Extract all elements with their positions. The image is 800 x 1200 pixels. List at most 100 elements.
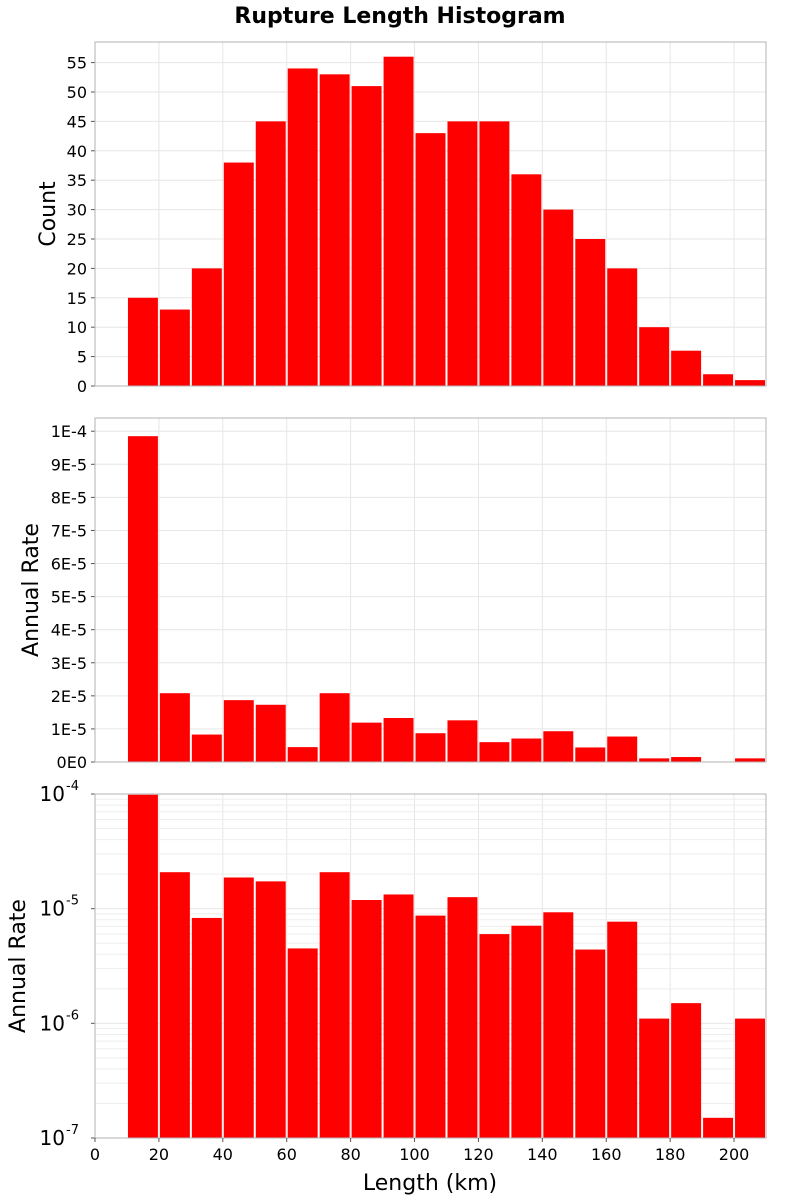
plot-frame: [94, 793, 767, 1139]
panel-2: 0E0 1E-5 2E-5 3E-5 4E-5 5E-5 6E-5 7E-5 8E-5 9E-5 1…: [19, 417, 767, 772]
x-tick-label: 140: [527, 1145, 558, 1164]
histogram-bar: [479, 934, 510, 1138]
x-tick-label: 40: [213, 1145, 233, 1164]
y-tick-label: 15: [67, 289, 87, 308]
histogram-bar: [447, 897, 478, 1138]
histogram-bar: [319, 693, 350, 762]
histogram-bar: [735, 758, 765, 762]
y-axis-label: Annual Rate: [6, 899, 31, 1033]
x-tick-label: 120: [463, 1145, 494, 1164]
histogram-bar: [543, 731, 574, 762]
y-tick-label: 0E0: [57, 753, 87, 772]
histogram-bar: [351, 900, 382, 1138]
histogram-bar: [543, 912, 574, 1138]
histogram-bar: [479, 121, 510, 386]
histogram-bar: [287, 948, 318, 1138]
histogram-bar: [415, 133, 446, 386]
y-tick-label: 9E-5: [51, 455, 87, 474]
histogram-bar: [575, 747, 606, 762]
histogram-bar: [511, 925, 542, 1138]
histogram-bar: [319, 74, 350, 386]
histogram-bar: [511, 738, 542, 762]
histogram-bar: [639, 758, 670, 762]
y-tick-label: 10: [40, 1011, 65, 1035]
y-tick-label: 5E-5: [51, 588, 87, 607]
y-tick-exponent: -4: [66, 779, 79, 794]
histogram-bar: [703, 374, 734, 386]
histogram-bar: [671, 757, 702, 762]
histogram-bar: [447, 720, 478, 762]
plot-frame: [94, 41, 767, 387]
x-tick-label: 20: [149, 1145, 169, 1164]
histogram-bar: [671, 350, 702, 386]
y-tick-label: 3E-5: [51, 654, 87, 673]
y-tick-exponent: -6: [66, 1008, 79, 1023]
y-tick-label: 35: [67, 171, 87, 190]
y-tick-label: 10: [40, 897, 65, 921]
x-tick-label: 200: [719, 1145, 750, 1164]
y-tick-label: 4E-5: [51, 621, 87, 640]
histogram-bar: [511, 174, 542, 386]
y-tick-label: 8E-5: [51, 488, 87, 507]
y-tick-exponent: -5: [66, 894, 79, 909]
y-tick-label: 0: [77, 377, 87, 396]
y-axis-label: Count: [36, 181, 61, 247]
panel-1: 0 5 10 15 20 25 30 35 40 45 50 55 Count: [36, 41, 767, 396]
histogram-bar: [255, 704, 286, 762]
y-tick-label: 6E-5: [51, 555, 87, 574]
histogram-bar: [415, 915, 446, 1138]
y-tick-label: 1E-4: [51, 422, 87, 441]
histogram-bar: [383, 56, 414, 386]
y-tick-label: 5: [77, 348, 87, 367]
histogram-bar: [703, 1117, 734, 1138]
histogram-bar: [671, 1003, 702, 1138]
y-tick-label: 25: [67, 230, 87, 249]
y-tick-label: 55: [67, 54, 87, 73]
histogram-bar: [191, 917, 222, 1138]
histogram-bar: [159, 693, 190, 762]
y-tick-label: 7E-5: [51, 521, 87, 540]
y-tick-label: 2E-5: [51, 687, 87, 706]
y-tick-label: 30: [67, 201, 87, 220]
x-axis-label: Length (km): [363, 1171, 497, 1196]
histogram-bar: [543, 209, 574, 386]
y-tick-label: 40: [67, 142, 87, 161]
y-tick-label: 10: [67, 318, 87, 337]
x-tick-label: 100: [399, 1145, 430, 1164]
histogram-bar: [735, 1018, 765, 1138]
histogram-bar: [479, 742, 510, 762]
histogram-bar: [127, 297, 158, 386]
y-tick-exponent: -7: [66, 1123, 79, 1138]
histogram-bar: [223, 162, 254, 386]
y-axis-label: Annual Rate: [19, 523, 44, 657]
histogram-bar: [191, 268, 222, 386]
histogram-bar: [351, 86, 382, 386]
histogram-bar: [575, 949, 606, 1138]
histogram-bar: [447, 121, 478, 386]
histogram-bar: [607, 921, 638, 1138]
y-tick-label: 10: [40, 782, 65, 806]
histogram-bar: [287, 747, 318, 762]
plot-frame: [94, 417, 767, 763]
histogram-bar: [159, 872, 190, 1138]
histogram-bar: [415, 733, 446, 762]
histogram-bar: [287, 68, 318, 386]
y-tick-label: 20: [67, 259, 87, 278]
y-tick-label: 45: [67, 112, 87, 131]
y-tick-label: 10: [40, 1126, 65, 1150]
histogram-bar: [255, 121, 286, 386]
histogram-bar: [159, 309, 190, 386]
histogram-bar: [639, 1018, 670, 1138]
histogram-bar: [223, 877, 254, 1138]
histogram-bar: [351, 722, 382, 762]
histogram-bar: [639, 327, 670, 386]
histogram-bar: [383, 718, 414, 762]
histogram-bar: [607, 268, 638, 386]
histogram-bar: [319, 872, 350, 1138]
x-tick-label: 180: [655, 1145, 686, 1164]
y-tick-label: 50: [67, 83, 87, 102]
histogram-bar: [223, 700, 254, 762]
x-tick-label: 80: [340, 1145, 360, 1164]
histogram-bar: [575, 238, 606, 386]
